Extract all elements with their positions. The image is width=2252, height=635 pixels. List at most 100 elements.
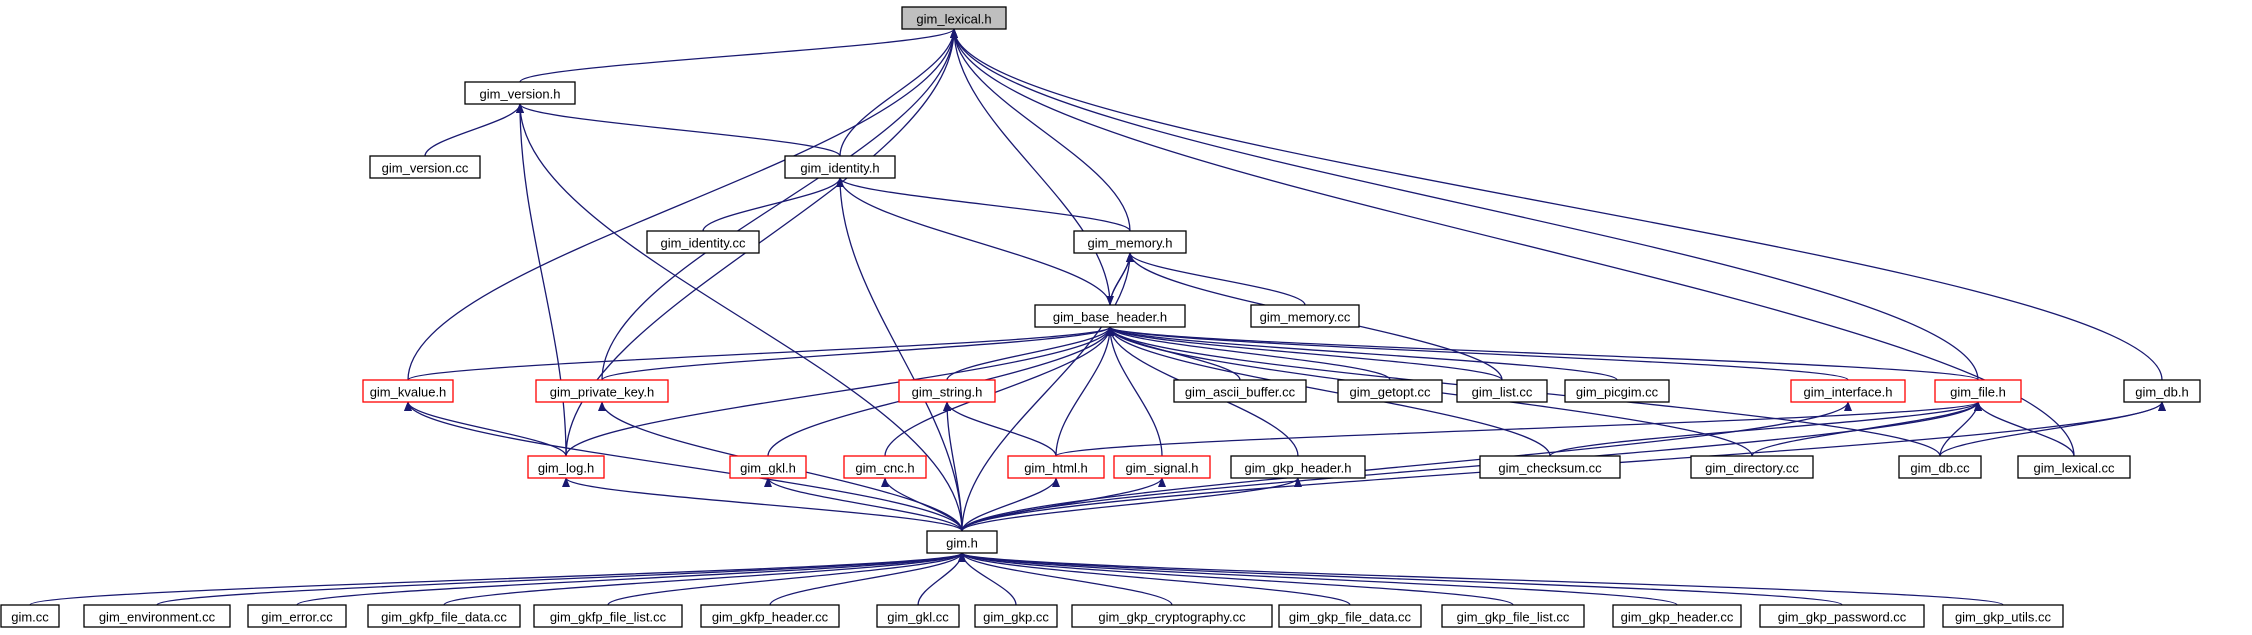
node-string-h[interactable]: gim_string.h bbox=[898, 379, 996, 403]
node-identity-h[interactable]: gim_identity.h bbox=[784, 155, 896, 179]
node-picgim-cc[interactable]: gim_picgim.cc bbox=[1564, 379, 1670, 403]
node-label: gim_checksum.cc bbox=[1498, 461, 1602, 476]
node-gkp-header-cc[interactable]: gim_gkp_header.cc bbox=[1612, 604, 1742, 628]
node-version-h[interactable]: gim_version.h bbox=[464, 81, 576, 105]
node-label: gim_cnc.h bbox=[855, 461, 914, 476]
node-label: gim_environment.cc bbox=[99, 610, 216, 625]
node-box bbox=[926, 530, 998, 554]
node-memory-h[interactable]: gim_memory.h bbox=[1073, 230, 1187, 254]
node-interface-h[interactable]: gim_interface.h bbox=[1790, 379, 1906, 403]
node-checksum-cc[interactable]: gim_checksum.cc bbox=[1479, 455, 1621, 479]
edge-file_h-to-lexical_h bbox=[950, 28, 1979, 381]
edge-checksum_cc-to-file_h bbox=[1549, 401, 1982, 457]
node-ascii-buffer-cc[interactable]: gim_ascii_buffer.cc bbox=[1173, 379, 1307, 403]
node-gim-h[interactable]: gim.h bbox=[926, 530, 998, 554]
node-gkl-h[interactable]: gim_gkl.h bbox=[729, 455, 807, 479]
edge-signal_h-to-base_header_h bbox=[1106, 326, 1163, 457]
edge-version_cc-to-version_h bbox=[424, 103, 524, 157]
node-box bbox=[1942, 604, 2064, 628]
node-base-header-h[interactable]: gim_base_header.h bbox=[1034, 304, 1186, 328]
node-label: gim_db.cc bbox=[1910, 461, 1970, 476]
edge-private_key_h-to-lexical_h bbox=[601, 28, 958, 381]
edge-string_h-to-base_header_h bbox=[946, 326, 1114, 381]
edge-error_cc-to-gim_h bbox=[296, 552, 966, 606]
node-gkp-utils-cc[interactable]: gim_gkp_utils.cc bbox=[1942, 604, 2064, 628]
node-private-key-h[interactable]: gim_private_key.h bbox=[535, 379, 669, 403]
edge-gim_h-to-gkl_h bbox=[764, 477, 963, 532]
node-memory-cc[interactable]: gim_memory.cc bbox=[1250, 304, 1360, 328]
edge-identity_h-to-version_h bbox=[516, 103, 841, 157]
node-html-h[interactable]: gim_html.h bbox=[1007, 455, 1105, 479]
node-label: gim_gkl.cc bbox=[887, 610, 949, 625]
node-label: gim_ascii_buffer.cc bbox=[1185, 385, 1296, 400]
node-file-h[interactable]: gim_file.h bbox=[1934, 379, 2022, 403]
node-lexical-h[interactable]: gim_lexical.h bbox=[901, 6, 1007, 30]
node-version-cc[interactable]: gim_version.cc bbox=[369, 155, 481, 179]
node-box bbox=[2017, 455, 2131, 479]
edge-memory_cc-to-memory_h bbox=[1126, 252, 1306, 306]
node-box bbox=[533, 604, 683, 628]
edge-getopt_cc-to-base_header_h bbox=[1106, 326, 1391, 381]
node-environment-cc[interactable]: gim_environment.cc bbox=[83, 604, 231, 628]
node-kvalue-h[interactable]: gim_kvalue.h bbox=[362, 379, 454, 403]
node-cnc-h[interactable]: gim_cnc.h bbox=[843, 455, 927, 479]
node-box bbox=[527, 455, 605, 479]
node-label: gim_gkp_header.cc bbox=[1621, 610, 1734, 625]
edge-interface_h-to-base_header_h bbox=[1106, 326, 1849, 381]
node-error-cc[interactable]: gim_error.cc bbox=[247, 604, 347, 628]
node-box bbox=[1898, 455, 1982, 479]
node-box bbox=[535, 379, 669, 403]
node-identity-cc[interactable]: gim_identity.cc bbox=[646, 230, 760, 254]
edge-html_h-to-string_h bbox=[943, 401, 1057, 457]
node-log-h[interactable]: gim_log.h bbox=[527, 455, 605, 479]
node-list-cc[interactable]: gim_list.cc bbox=[1456, 379, 1548, 403]
node-getopt-cc[interactable]: gim_getopt.cc bbox=[1337, 379, 1443, 403]
node-label: gim_private_key.h bbox=[550, 385, 655, 400]
node-gkp-header-h[interactable]: gim_gkp_header.h bbox=[1230, 455, 1366, 479]
node-gkp-file-list-cc[interactable]: gim_gkp_file_list.cc bbox=[1441, 604, 1585, 628]
node-label: gim_gkp_password.cc bbox=[1778, 610, 1907, 625]
edge-gkp_cryptography_cc-to-gim_h bbox=[958, 552, 1173, 606]
node-box bbox=[1690, 455, 1814, 479]
edge-gim_h-to-string_h bbox=[943, 401, 963, 532]
node-signal-h[interactable]: gim_signal.h bbox=[1113, 455, 1211, 479]
node-gkl-cc[interactable]: gim_gkl.cc bbox=[876, 604, 960, 628]
edge-gkp_password_cc-to-gim_h bbox=[958, 552, 1843, 606]
edge-db_cc-to-db_h bbox=[1939, 401, 2166, 457]
node-gkp-cc[interactable]: gim_gkp.cc bbox=[974, 604, 1058, 628]
node-gkfp-file-list-cc[interactable]: gim_gkfp_file_list.cc bbox=[533, 604, 683, 628]
node-box bbox=[1034, 304, 1186, 328]
node-label: gim_error.cc bbox=[261, 610, 333, 625]
node-box bbox=[83, 604, 231, 628]
edge-gim_h-to-log_h bbox=[562, 477, 963, 532]
node-gkp-password-cc[interactable]: gim_gkp_password.cc bbox=[1759, 604, 1925, 628]
node-label: gim_list.cc bbox=[1472, 385, 1533, 400]
edge-gim_h-to-kvalue_h bbox=[404, 401, 963, 532]
edge-cnc_h-to-base_header_h bbox=[884, 326, 1114, 457]
node-gkfp-file-data-cc[interactable]: gim_gkfp_file_data.cc bbox=[367, 604, 521, 628]
node-label: gim_memory.h bbox=[1087, 236, 1172, 251]
node-label: gim_kvalue.h bbox=[370, 385, 447, 400]
node-gkp-cryptography-cc[interactable]: gim_gkp_cryptography.cc bbox=[1071, 604, 1273, 628]
edge-environment_cc-to-gim_h bbox=[156, 552, 966, 606]
node-box bbox=[367, 604, 521, 628]
edge-gim_h-to-html_h bbox=[961, 477, 1060, 532]
edge-file_h-to-base_header_h bbox=[1106, 326, 1979, 381]
node-box bbox=[1759, 604, 1925, 628]
edge-db_h-to-lexical_h bbox=[950, 28, 2163, 381]
node-label: gim_string.h bbox=[912, 385, 983, 400]
node-label: gim_base_header.h bbox=[1053, 310, 1167, 325]
node-label: gim_getopt.cc bbox=[1350, 385, 1431, 400]
node-directory-cc[interactable]: gim_directory.cc bbox=[1690, 455, 1814, 479]
node-db-h[interactable]: gim_db.h bbox=[2123, 379, 2201, 403]
node-label: gim.cc bbox=[11, 610, 49, 625]
node-db-cc[interactable]: gim_db.cc bbox=[1898, 455, 1982, 479]
node-lexical-cc[interactable]: gim_lexical.cc bbox=[2017, 455, 2131, 479]
node-box bbox=[1337, 379, 1443, 403]
node-box bbox=[1071, 604, 1273, 628]
node-box bbox=[247, 604, 347, 628]
node-label: gim_picgim.cc bbox=[1576, 385, 1659, 400]
node-gkfp-header-cc[interactable]: gim_gkfp_header.cc bbox=[700, 604, 840, 628]
node-gkp-file-data-cc[interactable]: gim_gkp_file_data.cc bbox=[1278, 604, 1422, 628]
node-gim-cc[interactable]: gim.cc bbox=[0, 604, 60, 628]
